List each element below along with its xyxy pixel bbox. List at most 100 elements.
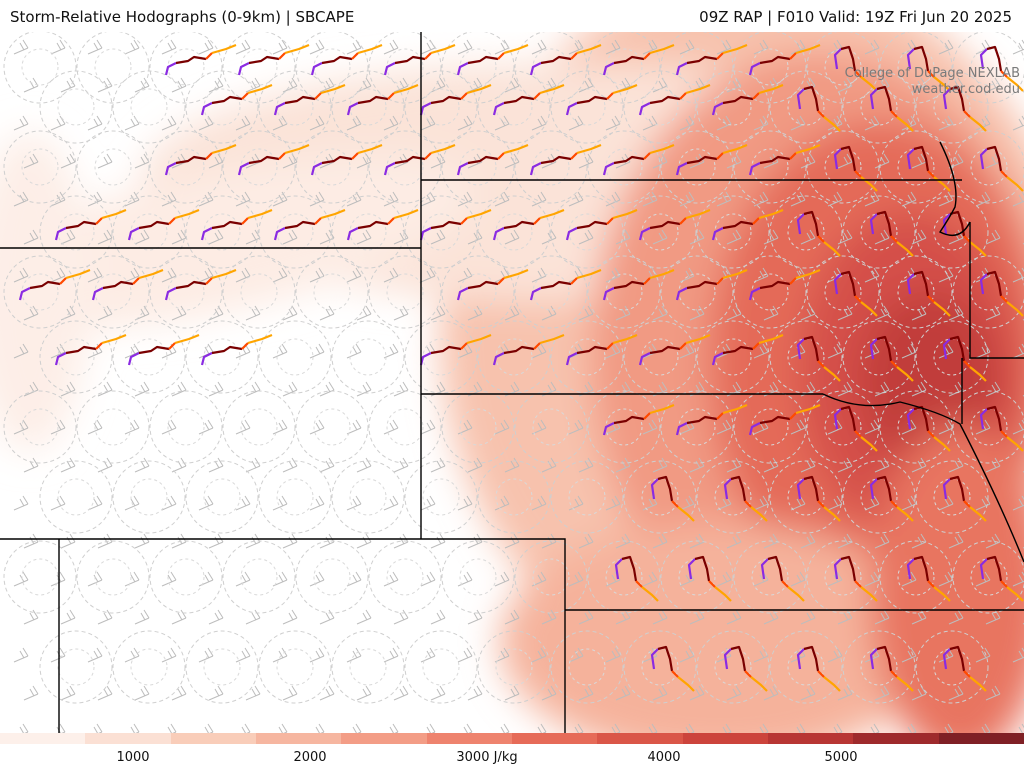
wind-barb — [531, 191, 547, 207]
hodograph — [602, 403, 675, 436]
wind-barb — [874, 685, 890, 701]
wind-barb — [383, 115, 399, 131]
wind-barb — [282, 609, 298, 625]
wind-barb — [874, 609, 890, 625]
hodograph-ring — [76, 540, 150, 614]
wind-barb — [50, 39, 66, 55]
hodograph-ring — [550, 630, 624, 704]
wind-barb — [948, 533, 964, 549]
wind-barb — [272, 267, 288, 283]
wind-barb — [356, 457, 372, 473]
state-border — [0, 538, 566, 744]
wind-barb — [1012, 495, 1024, 511]
wind-barb — [605, 191, 621, 207]
wind-barb — [753, 115, 769, 131]
hodograph — [906, 45, 951, 92]
hodograph-ring — [39, 70, 113, 144]
wind-barb — [50, 191, 66, 207]
hodograph-ring — [39, 630, 113, 704]
hodograph — [638, 83, 711, 116]
wind-barb — [393, 457, 409, 473]
wind-barb — [97, 229, 113, 245]
wind-barb — [245, 609, 261, 625]
map-title: Storm-Relative Hodographs (0-9km) | SBCA… — [10, 8, 355, 26]
wind-barb — [309, 495, 325, 511]
wind-barb — [97, 685, 113, 701]
wind-barb — [605, 495, 621, 511]
wind-barb — [124, 267, 140, 283]
hodograph-ring — [477, 630, 551, 704]
wind-barb — [652, 685, 668, 701]
credit-line-1: College of DuPage NEXLAB — [844, 66, 1020, 81]
wind-barb — [430, 457, 446, 473]
wind-barb — [198, 191, 214, 207]
wind-barb — [763, 305, 779, 321]
wind-barb — [716, 39, 732, 55]
wind-barb — [161, 647, 177, 663]
wind-barb — [420, 571, 436, 587]
wind-barb — [948, 305, 964, 321]
wind-barb — [457, 647, 473, 663]
hodograph — [906, 270, 951, 317]
wind-barb — [208, 685, 224, 701]
hodograph-ring — [477, 460, 551, 534]
hodograph-ring — [39, 460, 113, 534]
wind-barb — [800, 305, 816, 321]
wind-barb — [911, 533, 927, 549]
hodograph — [942, 210, 987, 257]
wind-barb — [726, 533, 742, 549]
wind-barb — [568, 191, 584, 207]
wind-barb — [901, 647, 917, 663]
wind-barb — [430, 533, 446, 549]
hodograph-ring — [185, 630, 259, 704]
wind-barb — [87, 115, 103, 131]
wind-barb — [356, 609, 372, 625]
wind-barb — [790, 419, 806, 435]
wind-barb — [652, 609, 668, 625]
wind-barb — [578, 533, 594, 549]
wind-barb — [504, 77, 520, 93]
wind-barb — [235, 115, 251, 131]
wind-barb — [716, 419, 732, 435]
wind-barb — [726, 457, 742, 473]
wind-barb — [689, 229, 705, 245]
wind-barb — [679, 343, 695, 359]
wind-barb — [87, 267, 103, 283]
hodograph — [383, 143, 456, 176]
hodograph-ring — [76, 32, 150, 104]
wind-barb — [319, 305, 335, 321]
wind-barb — [689, 609, 705, 625]
wind-barb — [245, 457, 261, 473]
wind-barb — [504, 533, 520, 549]
wind-barb — [383, 647, 399, 663]
colorbar-swatch — [938, 733, 1024, 744]
hodograph — [796, 335, 841, 382]
hodograph — [237, 143, 310, 176]
wind-barb — [652, 533, 668, 549]
wind-barb — [541, 609, 557, 625]
wind-barb — [97, 153, 113, 169]
wind-barb — [531, 495, 547, 511]
hodograph-ring — [149, 540, 223, 614]
hodograph — [711, 83, 784, 116]
hodographs — [18, 43, 1024, 692]
wind-barb — [726, 229, 742, 245]
state-borders — [0, 32, 1024, 744]
wind-barb — [124, 571, 140, 587]
wind-barb — [430, 305, 446, 321]
wind-barb — [605, 343, 621, 359]
hodograph — [273, 83, 346, 116]
wind-barb — [245, 685, 261, 701]
hodograph — [164, 143, 237, 176]
hodograph — [869, 210, 914, 257]
hodograph-ring — [3, 32, 77, 104]
wind-barb — [911, 457, 927, 473]
wind-barb — [467, 457, 483, 473]
map-panel[interactable]: College of DuPage NEXLAB weather.cod.edu — [0, 32, 1024, 744]
wind-barb — [689, 533, 705, 549]
wind-barb — [652, 457, 668, 473]
wind-barb — [578, 609, 594, 625]
wind-barb — [346, 419, 362, 435]
hodograph — [979, 145, 1024, 192]
hodograph-ring — [404, 460, 478, 534]
